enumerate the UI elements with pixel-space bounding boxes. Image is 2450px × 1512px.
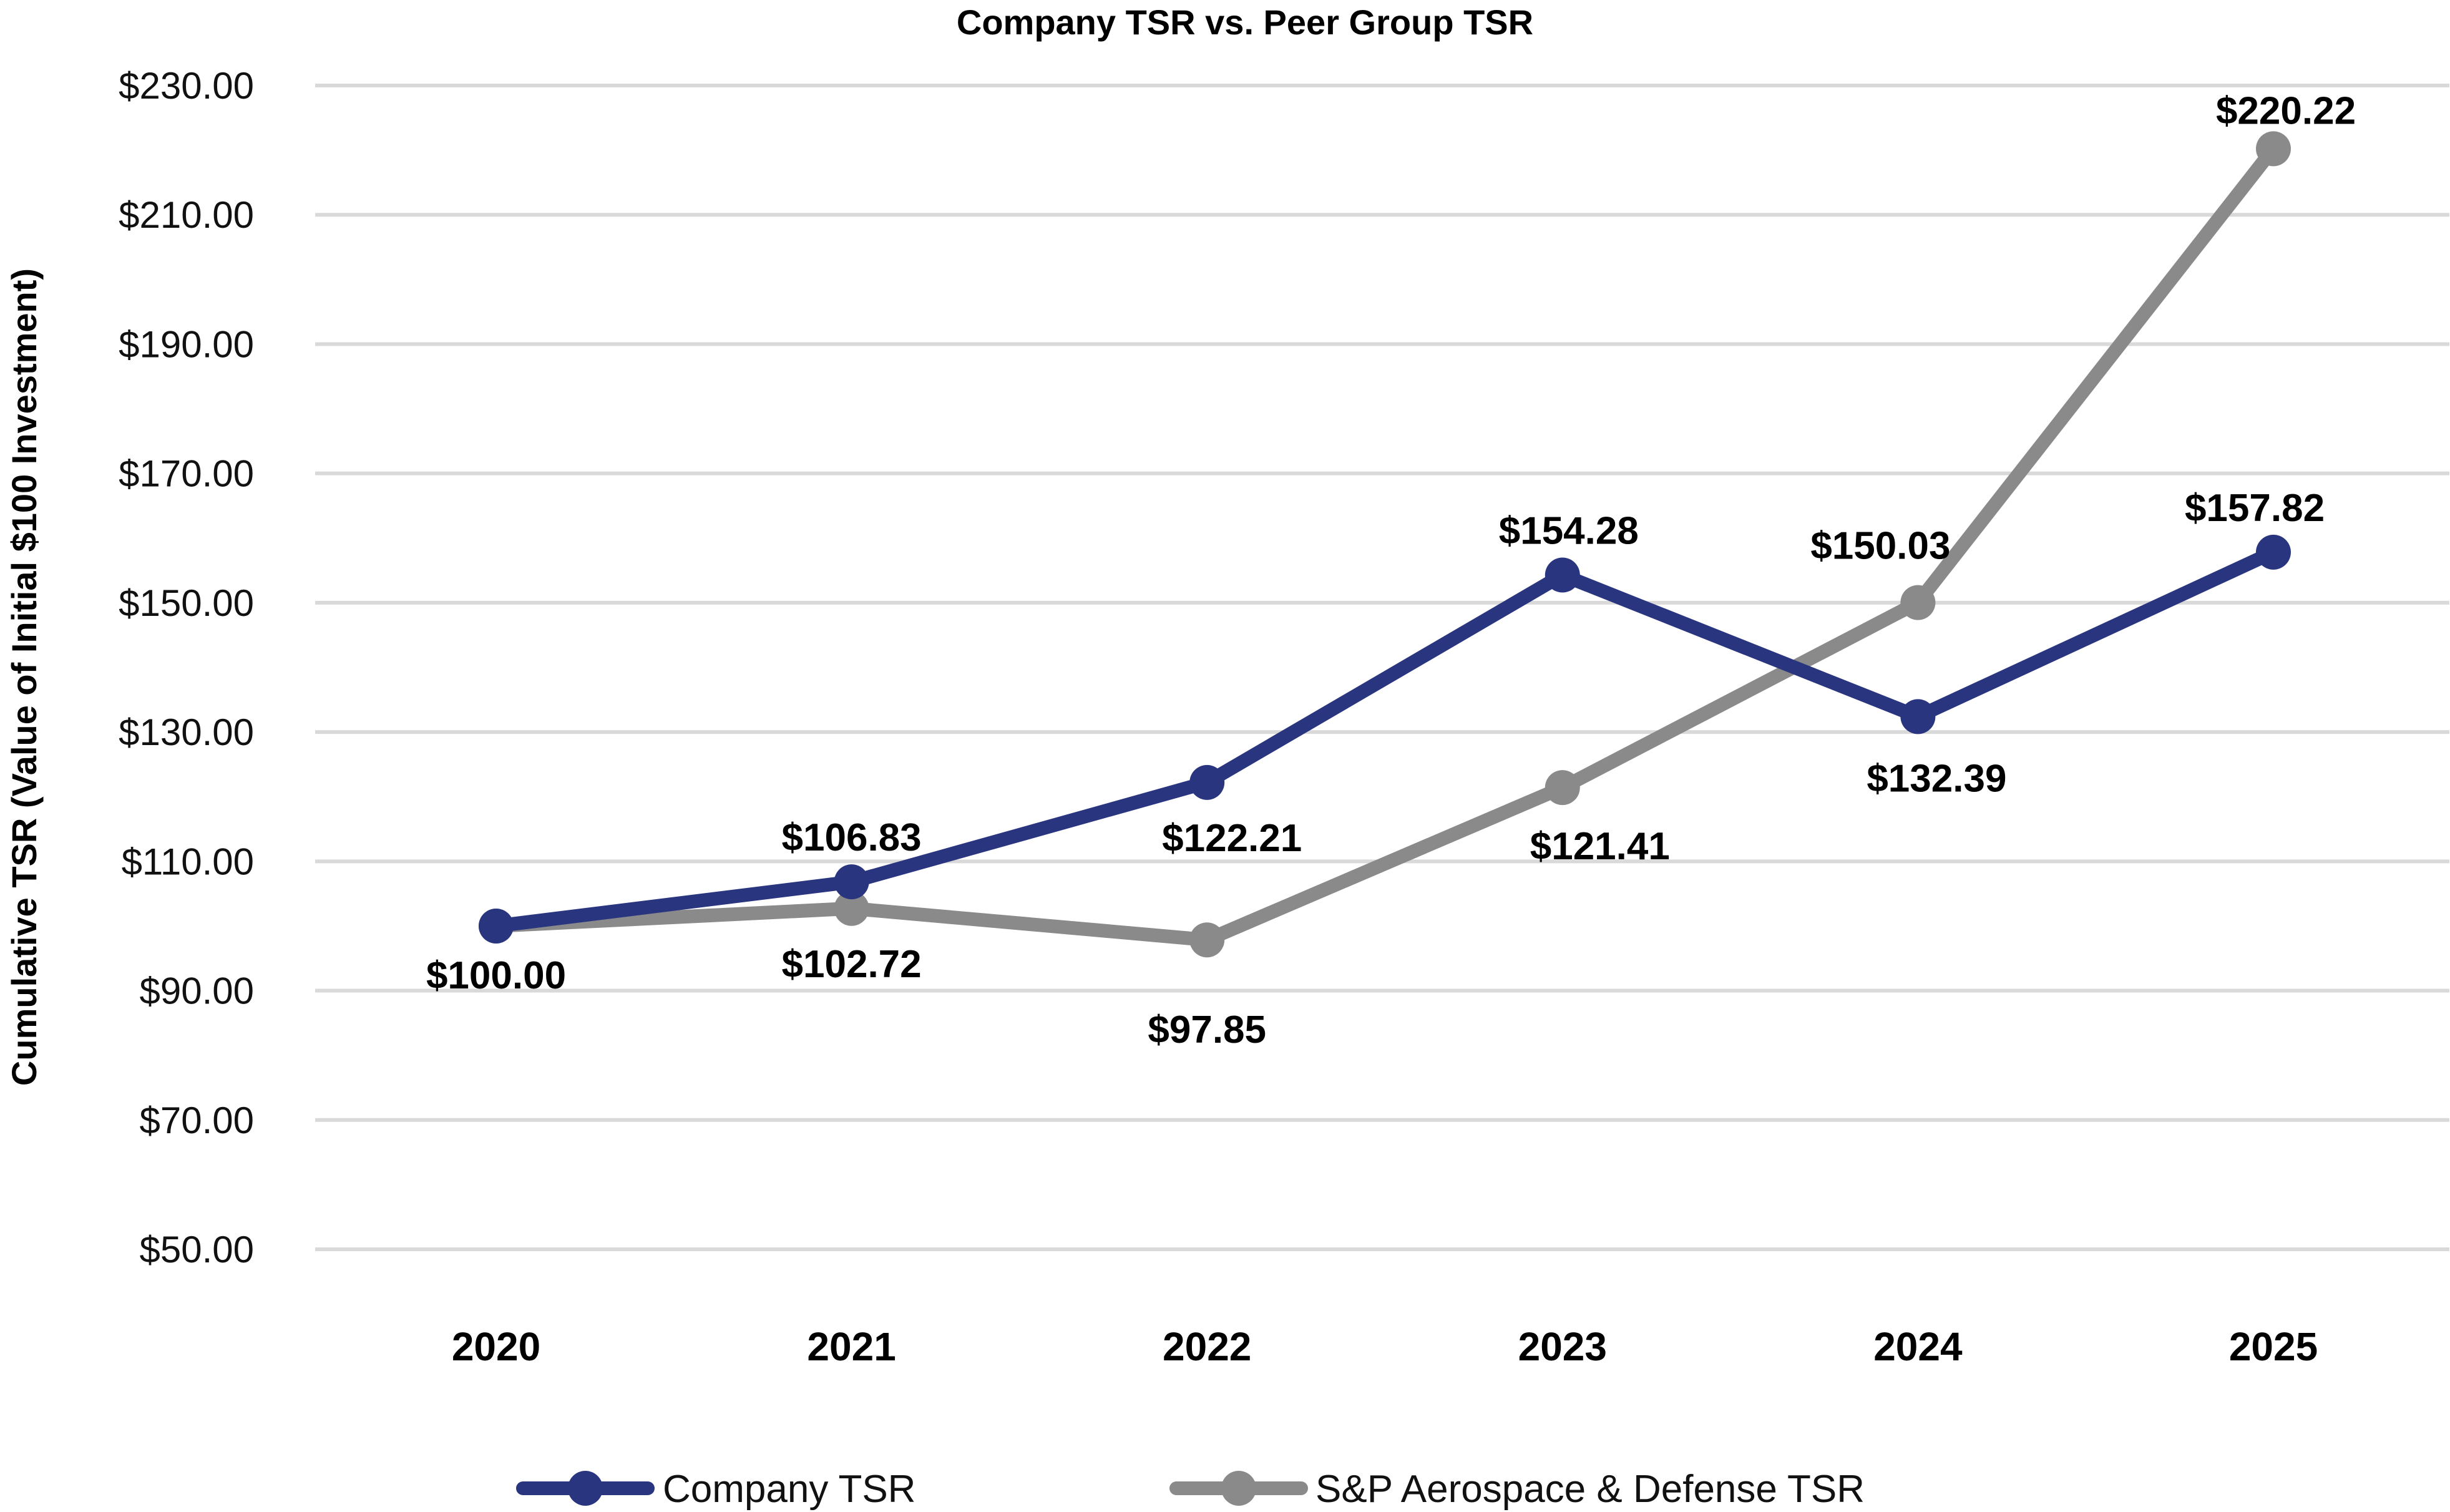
data-point xyxy=(2256,534,2291,570)
data-point xyxy=(1189,764,1225,800)
y-tick-label: $110.00 xyxy=(122,841,254,882)
series-line xyxy=(489,142,2280,947)
x-tick-label: 2025 xyxy=(2229,1324,2318,1369)
data-label: $154.28 xyxy=(1499,510,1639,553)
legend-label: S&P Aerospace & Defense TSR xyxy=(1315,1468,1865,1511)
data-point xyxy=(1545,770,1580,806)
y-tick-label: $230.00 xyxy=(119,65,254,107)
data-point xyxy=(2256,131,2291,167)
data-label: $102.72 xyxy=(782,943,922,986)
legend: Company TSR S&P Aerospace & Defense TSR xyxy=(516,1468,1865,1511)
legend-label: Company TSR xyxy=(663,1468,915,1511)
legend-swatch-marker xyxy=(568,1471,603,1506)
data-label: $122.21 xyxy=(1162,817,1302,860)
series-lines xyxy=(479,131,2291,958)
data-label: $150.03 xyxy=(1810,525,1950,568)
x-axis-ticks: 2020 2021 2022 2023 2024 2025 xyxy=(452,1324,2318,1369)
x-tick-label: 2020 xyxy=(452,1324,540,1369)
y-axis-ticks: $50.00 $70.00 $90.00 $110.00 $130.00 $150.00 $… xyxy=(119,65,254,1271)
x-tick-label: 2021 xyxy=(807,1324,896,1369)
data-point xyxy=(834,864,869,900)
data-point xyxy=(1900,585,1936,620)
x-tick-label: 2024 xyxy=(1873,1324,1963,1369)
data-label: $100.00 xyxy=(426,954,566,997)
data-point xyxy=(479,908,514,944)
data-labels: $100.00 $106.83 $122.21 $154.28 $132.39 $157.… xyxy=(426,89,2356,1051)
data-label: $106.83 xyxy=(782,816,922,859)
x-tick-label: 2022 xyxy=(1163,1324,1251,1369)
y-tick-label: $190.00 xyxy=(119,323,254,365)
y-tick-label: $210.00 xyxy=(119,194,254,236)
y-tick-label: $150.00 xyxy=(119,582,254,624)
data-point xyxy=(1545,557,1580,593)
legend-item: S&P Aerospace & Defense TSR xyxy=(1169,1468,1865,1511)
series-line xyxy=(489,545,2280,933)
data-point xyxy=(1900,699,1936,734)
y-axis-title: Cumulative TSR (Value of Initial $100 In… xyxy=(4,268,44,1086)
legend-item: Company TSR xyxy=(516,1468,915,1511)
y-tick-label: $130.00 xyxy=(119,711,254,753)
y-tick-label: $70.00 xyxy=(139,1100,254,1141)
chart-title: Company TSR vs. Peer Group TSR xyxy=(957,2,1533,42)
legend-swatch-marker xyxy=(1221,1471,1256,1506)
data-label: $121.41 xyxy=(1530,825,1670,868)
data-label: $97.85 xyxy=(1148,1008,1266,1051)
gridlines xyxy=(315,84,2449,1251)
x-tick-label: 2023 xyxy=(1518,1324,1607,1369)
y-tick-label: $170.00 xyxy=(119,453,254,495)
data-point xyxy=(1189,922,1225,958)
data-label: $220.22 xyxy=(2216,89,2356,132)
data-label: $157.82 xyxy=(2185,487,2325,530)
data-point xyxy=(834,890,869,926)
y-tick-label: $90.00 xyxy=(139,970,254,1012)
data-label: $132.39 xyxy=(1867,757,2006,800)
y-tick-label: $50.00 xyxy=(139,1229,254,1271)
